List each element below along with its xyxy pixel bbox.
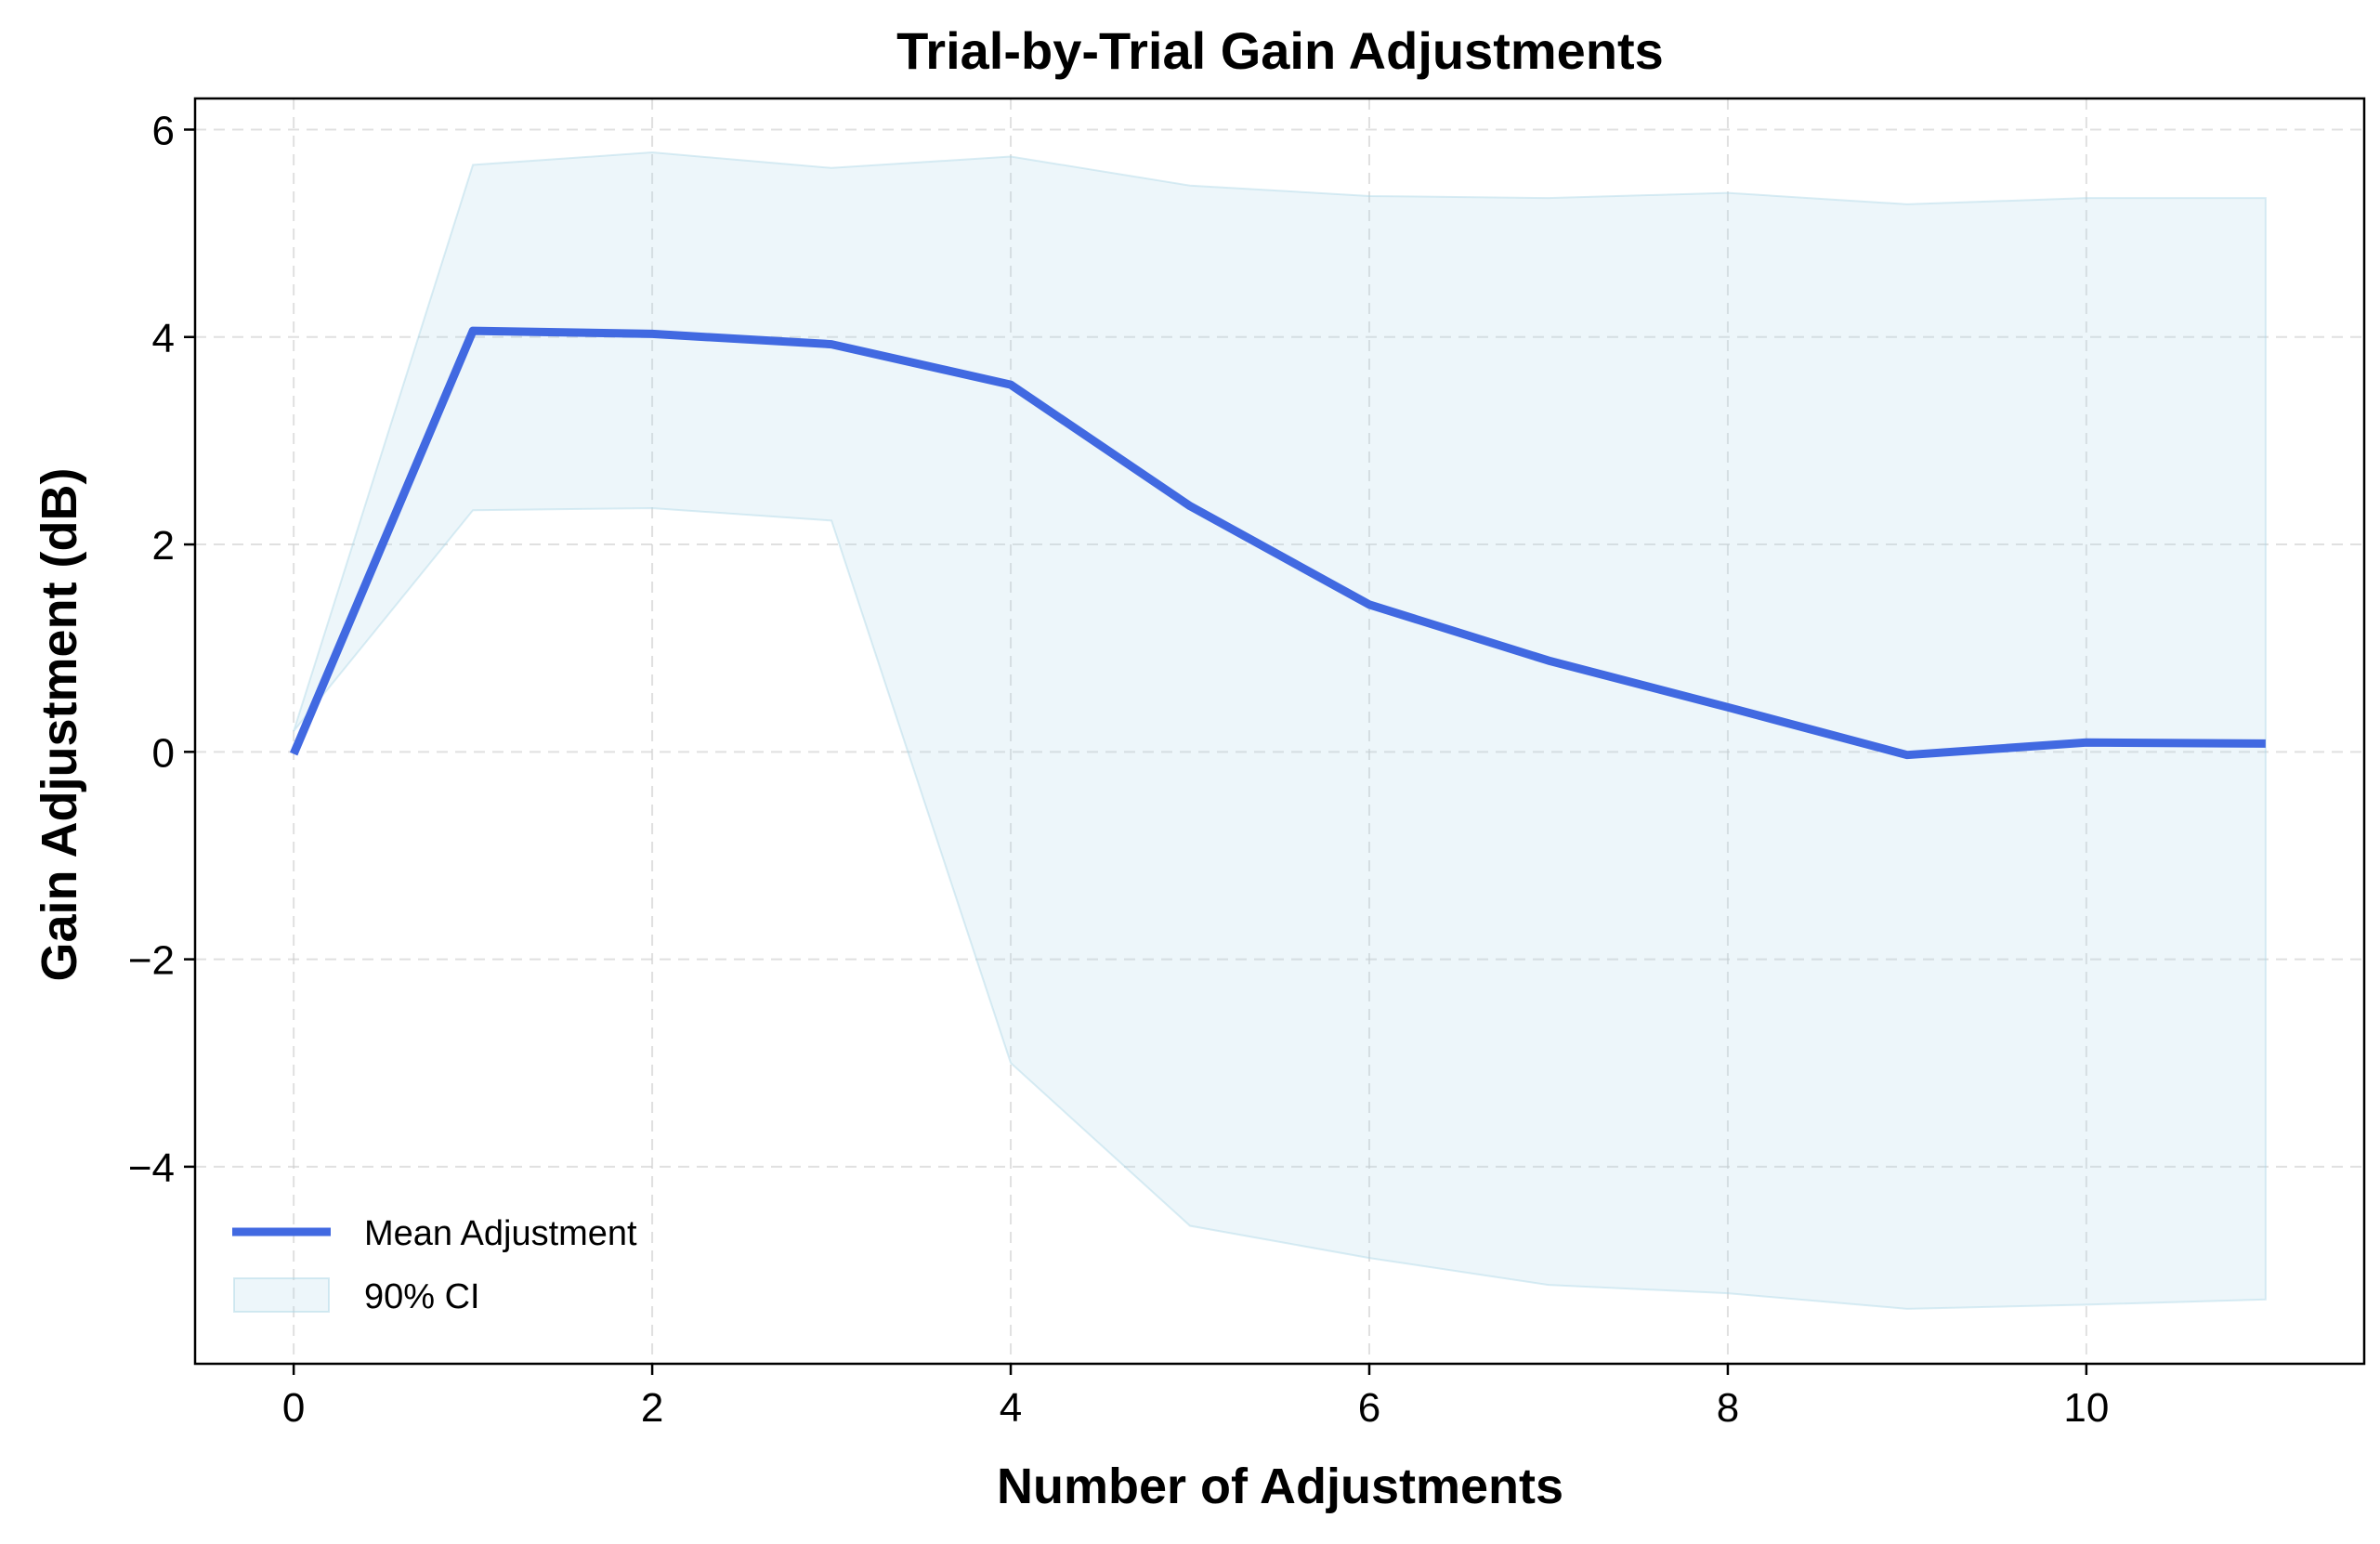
ci-band-layer: [293, 151, 2267, 1310]
y-tick-label: 0: [152, 730, 175, 776]
y-axis-ticks: −4 −2 0 2 4 6: [128, 108, 195, 1191]
x-tick-label: 8: [1717, 1385, 1739, 1431]
mean-line-layer: [289, 326, 2266, 760]
y-axis-label: Gain Adjustment (dB): [32, 468, 87, 982]
x-axis-ticks: 0 2 4 6 8 10: [282, 1364, 2109, 1431]
ci-band: [293, 151, 2267, 1310]
grid: [195, 98, 2364, 1364]
y-tick-label: 2: [152, 523, 175, 569]
y-tick-label: −2: [128, 938, 175, 984]
legend-label-ci: 90% CI: [364, 1277, 480, 1316]
chart-title: Trial-by-Trial Gain Adjustments: [896, 21, 1664, 80]
x-tick-label: 10: [2063, 1385, 2109, 1431]
legend: Mean Adjustment 90% CI: [232, 1214, 637, 1316]
mean-adjustment-line: [289, 326, 2266, 760]
x-tick-label: 6: [1358, 1385, 1380, 1431]
plot-frame: [193, 97, 2366, 1366]
legend-swatch-ci: [233, 1277, 330, 1313]
x-tick-label: 2: [641, 1385, 663, 1431]
x-axis-label: Number of Adjustments: [997, 1459, 1563, 1514]
x-tick-label: 4: [1000, 1385, 1022, 1431]
y-tick-label: −4: [128, 1145, 175, 1191]
legend-label-mean-adjustment: Mean Adjustment: [364, 1214, 637, 1253]
x-tick-label: 0: [282, 1385, 305, 1431]
y-tick-label: 6: [152, 108, 175, 153]
y-tick-label: 4: [152, 316, 175, 361]
